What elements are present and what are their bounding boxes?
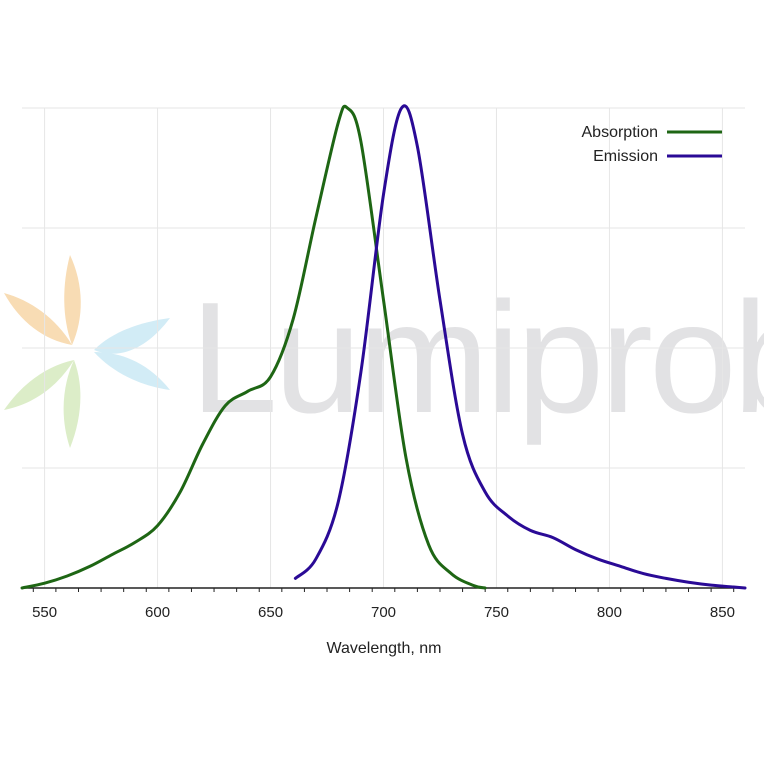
x-tick-label: 800 [597,604,622,621]
x-axis-title: Wavelength, nm [326,640,441,657]
lumiprobe-star-icon [4,255,170,448]
series-layer [20,104,747,590]
watermark-text: Lumiprobe [190,270,764,446]
x-tick-label: 750 [484,604,509,621]
grid [22,107,745,588]
series-line-emission [293,104,747,590]
legend: Absorption Emission [582,124,722,165]
x-tick-label: 600 [145,604,170,621]
x-axis: 550 600 650 700 750 800 850 [22,587,745,621]
x-tick-label: 650 [258,604,283,621]
legend-label-absorption: Absorption [582,124,659,141]
series-line-absorption [20,104,487,590]
x-tick-label: 850 [710,604,735,621]
x-tick-label: 550 [32,604,57,621]
x-tick-label: 700 [371,604,396,621]
legend-label-emission: Emission [593,148,658,165]
watermark: Lumiprobe [4,255,764,448]
